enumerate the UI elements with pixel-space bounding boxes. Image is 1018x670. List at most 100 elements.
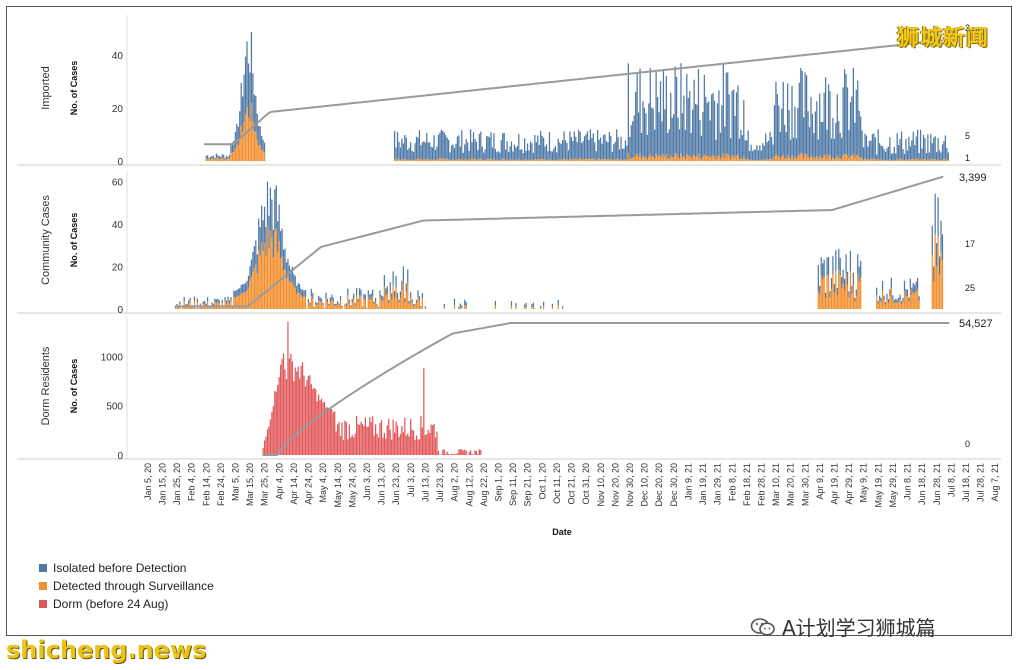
bar-surveillance bbox=[412, 160, 415, 161]
bar-surveillance bbox=[206, 301, 209, 309]
bar-surveillance bbox=[404, 301, 406, 309]
bar-surveillance bbox=[550, 160, 552, 161]
bar-isolated bbox=[898, 144, 900, 160]
bar-isolated bbox=[453, 147, 456, 160]
bar-dorm bbox=[475, 451, 478, 455]
bar-surveillance bbox=[936, 266, 938, 309]
bar-isolated bbox=[918, 296, 920, 301]
bar-surveillance bbox=[567, 160, 570, 161]
bar-isolated bbox=[562, 140, 564, 160]
bar-surveillance bbox=[250, 276, 253, 309]
bar-isolated bbox=[408, 147, 410, 160]
bar-dorm bbox=[446, 451, 448, 455]
bar-surveillance bbox=[886, 299, 888, 309]
bar-isolated bbox=[922, 134, 925, 159]
x-tick-label: May 9, 21 bbox=[859, 463, 869, 503]
bar-isolated bbox=[353, 293, 355, 299]
bar-surveillance bbox=[524, 159, 526, 161]
bar-surveillance bbox=[678, 158, 681, 161]
bar-surveillance bbox=[703, 154, 705, 161]
bar-isolated bbox=[737, 85, 739, 155]
bar-surveillance bbox=[829, 297, 831, 309]
bar-surveillance bbox=[908, 301, 910, 309]
bar-surveillance bbox=[890, 288, 892, 309]
bar-isolated bbox=[576, 142, 578, 160]
bar-isolated bbox=[789, 139, 792, 160]
bar-surveillance bbox=[684, 158, 686, 161]
y-tick-label: 0 bbox=[117, 305, 123, 316]
bar-surveillance bbox=[525, 306, 527, 309]
bar-surveillance bbox=[855, 296, 857, 309]
bar-dorm bbox=[376, 433, 378, 455]
bar-isolated bbox=[237, 288, 239, 296]
bar-surveillance bbox=[746, 159, 748, 161]
bar-surveillance bbox=[936, 160, 938, 161]
bar-surveillance bbox=[881, 290, 884, 309]
bar-isolated bbox=[386, 286, 388, 295]
bar-isolated bbox=[192, 307, 194, 308]
bar-surveillance bbox=[602, 158, 605, 161]
watermark-bottom: shicheng.news bbox=[6, 636, 207, 664]
bar-surveillance bbox=[393, 297, 396, 309]
bar-isolated bbox=[255, 240, 257, 265]
bar-isolated bbox=[339, 295, 342, 301]
bar-isolated bbox=[557, 299, 559, 306]
bar-surveillance bbox=[665, 154, 667, 161]
x-tick-label: Oct 11, 20 bbox=[552, 463, 562, 504]
bar-isolated bbox=[225, 300, 228, 304]
bar-surveillance bbox=[841, 288, 843, 309]
x-tick-label: Jul 23, 20 bbox=[435, 463, 445, 502]
bar-surveillance bbox=[744, 159, 746, 161]
bar-surveillance bbox=[464, 159, 466, 161]
bar-surveillance bbox=[824, 298, 827, 309]
bar-surveillance bbox=[209, 159, 212, 161]
bar-surveillance bbox=[845, 273, 847, 309]
bar-isolated bbox=[243, 74, 245, 123]
bar-isolated bbox=[496, 152, 498, 161]
bar-dorm bbox=[382, 437, 384, 455]
bar-surveillance bbox=[712, 155, 714, 161]
bar-surveillance bbox=[418, 158, 421, 161]
bar-surveillance bbox=[256, 273, 258, 309]
bar-dorm bbox=[474, 450, 476, 455]
bar-surveillance bbox=[242, 292, 244, 309]
bar-isolated bbox=[405, 283, 407, 293]
bar-surveillance bbox=[862, 159, 865, 161]
bar-surveillance bbox=[534, 158, 536, 161]
bar-isolated bbox=[762, 143, 764, 160]
bar-surveillance bbox=[402, 281, 404, 309]
bar-isolated bbox=[626, 145, 628, 160]
bar-surveillance bbox=[706, 156, 708, 161]
bar-surveillance bbox=[924, 159, 926, 161]
bar-surveillance bbox=[905, 159, 907, 161]
bar-isolated bbox=[599, 137, 602, 160]
bar-isolated bbox=[886, 148, 888, 160]
bar-dorm bbox=[300, 365, 302, 455]
bar-dorm bbox=[322, 402, 324, 455]
bar-isolated bbox=[510, 301, 513, 306]
bar-isolated bbox=[849, 250, 852, 272]
bar-isolated bbox=[218, 156, 220, 159]
bar-surveillance bbox=[750, 159, 752, 161]
bar-isolated bbox=[675, 76, 678, 155]
bar-surveillance bbox=[782, 154, 784, 161]
bar-isolated bbox=[459, 303, 461, 307]
bar-surveillance bbox=[198, 308, 200, 309]
bar-isolated bbox=[735, 92, 738, 156]
bar-isolated bbox=[253, 246, 255, 269]
bar-surveillance bbox=[658, 157, 660, 161]
bar-isolated bbox=[502, 133, 504, 159]
bar-isolated bbox=[833, 138, 835, 160]
bar-surveillance bbox=[344, 306, 346, 309]
bar-isolated bbox=[860, 260, 862, 278]
x-tick-label: Dec 20, 20 bbox=[654, 463, 664, 507]
bar-isolated bbox=[461, 305, 463, 308]
bar-isolated bbox=[505, 149, 507, 161]
bar-isolated bbox=[280, 231, 282, 259]
bar-isolated bbox=[800, 67, 802, 154]
bar-surveillance bbox=[749, 160, 751, 161]
bar-dorm bbox=[268, 426, 270, 455]
bar-dorm bbox=[354, 433, 356, 455]
bar-isolated bbox=[649, 68, 651, 154]
bar-surveillance bbox=[560, 159, 562, 161]
